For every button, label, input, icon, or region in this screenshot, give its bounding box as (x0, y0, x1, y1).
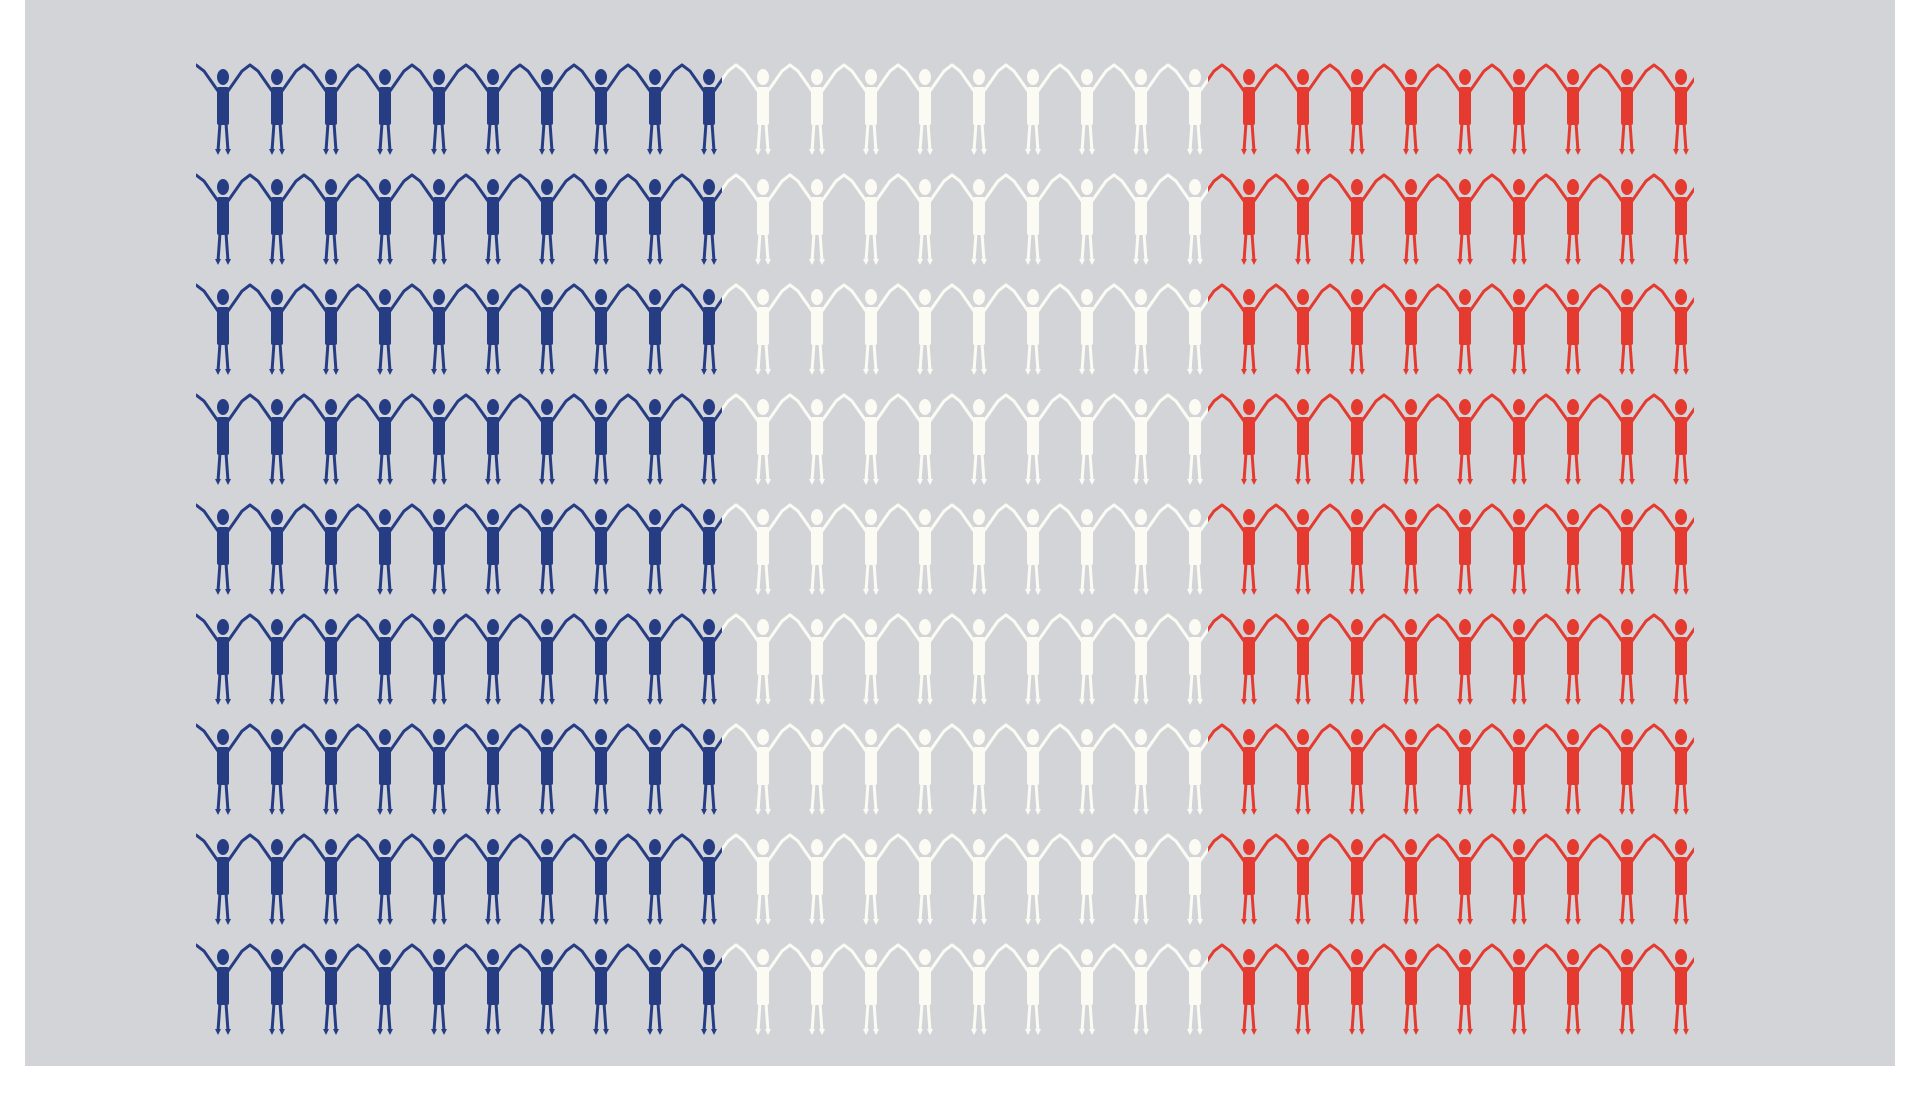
red-stripe (1208, 55, 1694, 1045)
white-stripe (722, 55, 1208, 1045)
blue-stripe (196, 55, 722, 1045)
